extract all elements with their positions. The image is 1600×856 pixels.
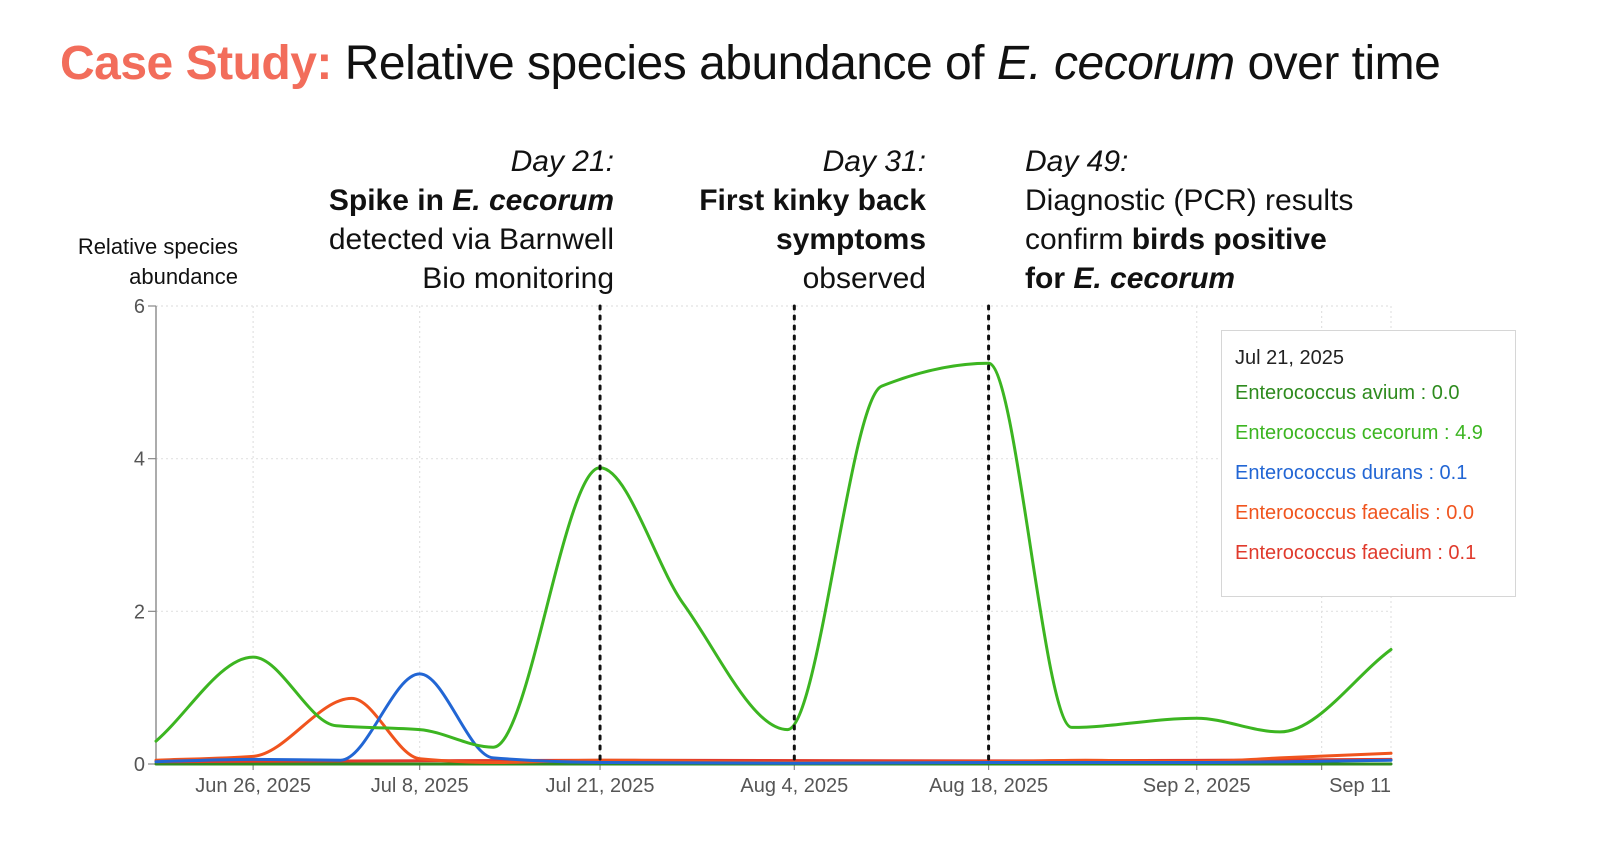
annotation-day-label: Day 49:	[1025, 145, 1129, 178]
tooltip-row-faecium: Enterococcus faecium : 0.1	[1235, 542, 1477, 564]
tooltip-row-durans: Enterococcus durans : 0.1	[1235, 462, 1468, 484]
x-tick-label: Jun 26, 2025	[195, 775, 311, 797]
title-text-before: Relative species abundance of	[344, 37, 985, 90]
series-line-enterococcus-cecorum[interactable]	[154, 361, 1393, 749]
series-lines[interactable]	[154, 361, 1393, 766]
tooltip-date: Jul 21, 2025	[1235, 347, 1344, 369]
tooltip-row-cecorum: Enterococcus cecorum : 4.9	[1235, 422, 1483, 444]
tooltip-row-avium: Enterococcus avium : 0.0	[1235, 382, 1460, 404]
annotation-day-31: Day 31: First kinky back symptoms observ…	[699, 145, 926, 295]
y-tick-label: 4	[134, 449, 145, 471]
title-text-after: over time	[1247, 37, 1441, 90]
x-tick-label: Aug 4, 2025	[740, 775, 848, 797]
y-tick-label: 6	[134, 296, 145, 318]
x-tick-label: Sep 11	[1329, 775, 1391, 797]
event-markers	[598, 304, 991, 766]
tooltip-row-faecalis: Enterococcus faecalis : 0.0	[1235, 502, 1475, 524]
y-tick-label: 2	[134, 601, 145, 623]
x-tick-label: Sep 2, 2025	[1143, 775, 1251, 797]
title-species: E. cecorum	[996, 37, 1235, 90]
hover-tooltip: Jul 21, 2025 Enterococcus avium : 0.0 En…	[1221, 330, 1516, 597]
y-axis-label: Relative species abundance	[77, 234, 238, 289]
annotation-day-label: Day 21:	[510, 145, 614, 178]
tick-labels: 0 2 4 6 Jun 26, 2025 Jul 8, 2025 Jul 21, 2025 A…	[134, 296, 1391, 797]
annotation-day-49: Day 49: Diagnostic (PCR) results confirm…	[1025, 145, 1354, 295]
axes	[148, 305, 1391, 770]
series-line-enterococcus-faecalis[interactable]	[154, 696, 1393, 764]
y-tick-label: 0	[134, 754, 145, 776]
x-tick-label: Jul 8, 2025	[371, 775, 469, 797]
annotation-day-label: Day 31:	[822, 145, 926, 178]
series-line-enterococcus-durans[interactable]	[154, 672, 1393, 765]
annotation-day-21: Day 21: Spike in E. cecorum detected via…	[328, 145, 614, 295]
chart-title: Case Study: Relative species abundance o…	[60, 36, 1441, 91]
gridlines	[156, 305, 1392, 764]
title-prefix: Case Study:	[60, 37, 332, 90]
x-tick-label: Jul 21, 2025	[546, 775, 655, 797]
x-tick-label: Aug 18, 2025	[929, 775, 1048, 797]
